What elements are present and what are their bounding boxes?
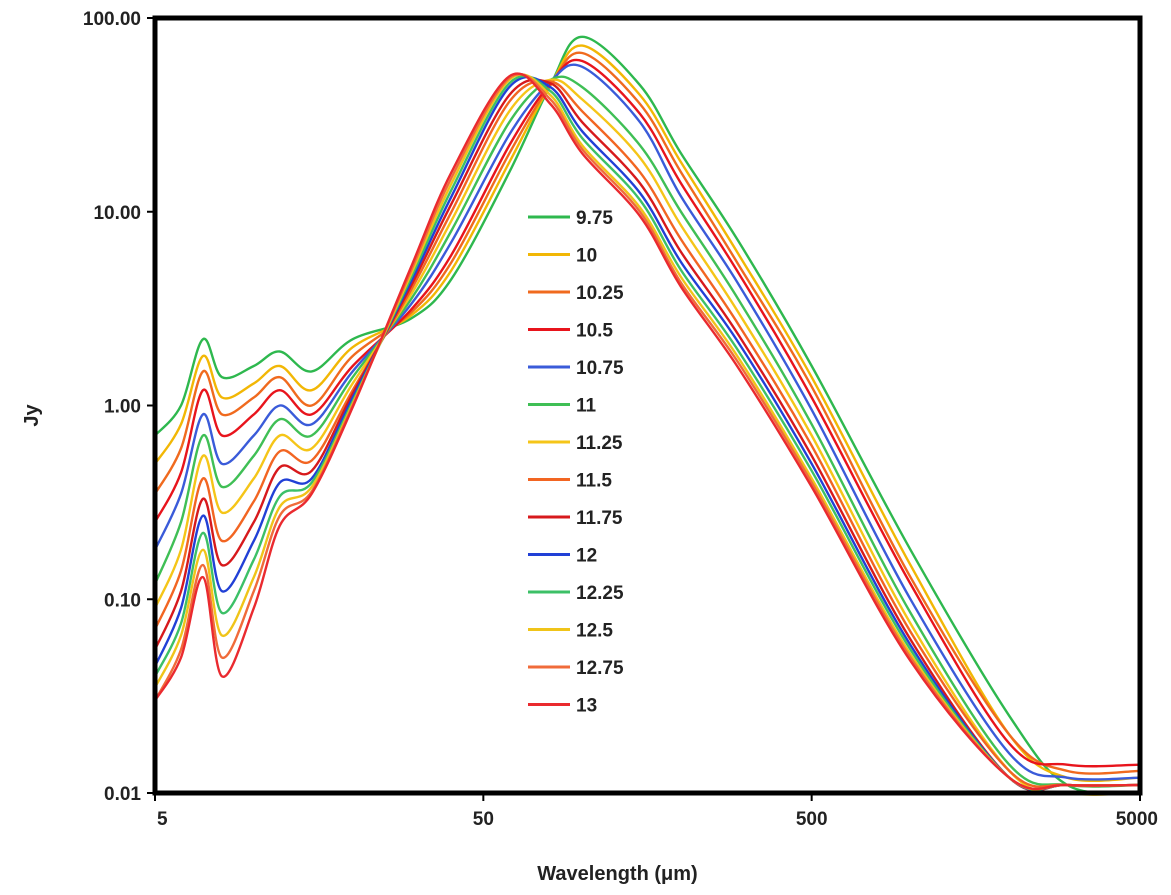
x-tick-label: 5 xyxy=(157,809,168,830)
series-layer xyxy=(153,35,1141,796)
y-tick-label: 100.00 xyxy=(83,9,141,30)
series-line-11-5 xyxy=(153,79,1141,788)
legend: 9.75 10 10.25 10.5 10.75 11 11.25 11.5 11.75 12 12… xyxy=(528,208,624,717)
x-tick-label: 50 xyxy=(473,809,494,830)
y-tick-label: 1.00 xyxy=(104,397,141,418)
x-axis-title: Wavelength (μm) xyxy=(537,863,697,885)
legend-label: 12.5 xyxy=(576,621,613,642)
legend-label: 10.75 xyxy=(576,358,624,379)
series-line-10-75 xyxy=(153,63,1141,781)
y-tick-label: 0.01 xyxy=(104,784,141,805)
series-line-13 xyxy=(153,72,1141,791)
y-tick-label: 10.00 xyxy=(93,203,141,224)
y-tick-label: 0.10 xyxy=(104,590,141,611)
x-tick-label: 5000 xyxy=(1116,809,1158,830)
series-line-11-75 xyxy=(153,78,1141,792)
y-axis-title: Jy xyxy=(21,404,43,427)
legend-label: 12.25 xyxy=(576,583,624,604)
series-line-9-75 xyxy=(154,35,1141,795)
legend-label: 11 xyxy=(576,396,597,417)
legend-label: 12.75 xyxy=(576,658,624,679)
legend-label: 11.75 xyxy=(576,508,623,529)
series-line-10-5 xyxy=(153,58,1141,768)
legend-label: 12 xyxy=(576,546,597,567)
legend-label: 11.25 xyxy=(576,433,623,454)
legend-label: 10 xyxy=(576,246,597,267)
series-line-12-75 xyxy=(153,72,1141,791)
legend-label: 13 xyxy=(576,696,597,717)
legend-label: 10.5 xyxy=(576,321,613,342)
series-line-12 xyxy=(153,75,1141,792)
legend-label: 10.25 xyxy=(576,283,624,304)
series-line-10-25 xyxy=(153,51,1141,775)
series-line-11-25 xyxy=(153,78,1141,796)
x-tick-label: 500 xyxy=(796,809,828,830)
legend-label: 9.75 xyxy=(576,208,613,229)
legend-label: 11.5 xyxy=(576,471,612,492)
axis-layer: 0.01 0.10 1.00 10.00 100.00 5 50 500 5000 xyxy=(83,9,1158,830)
